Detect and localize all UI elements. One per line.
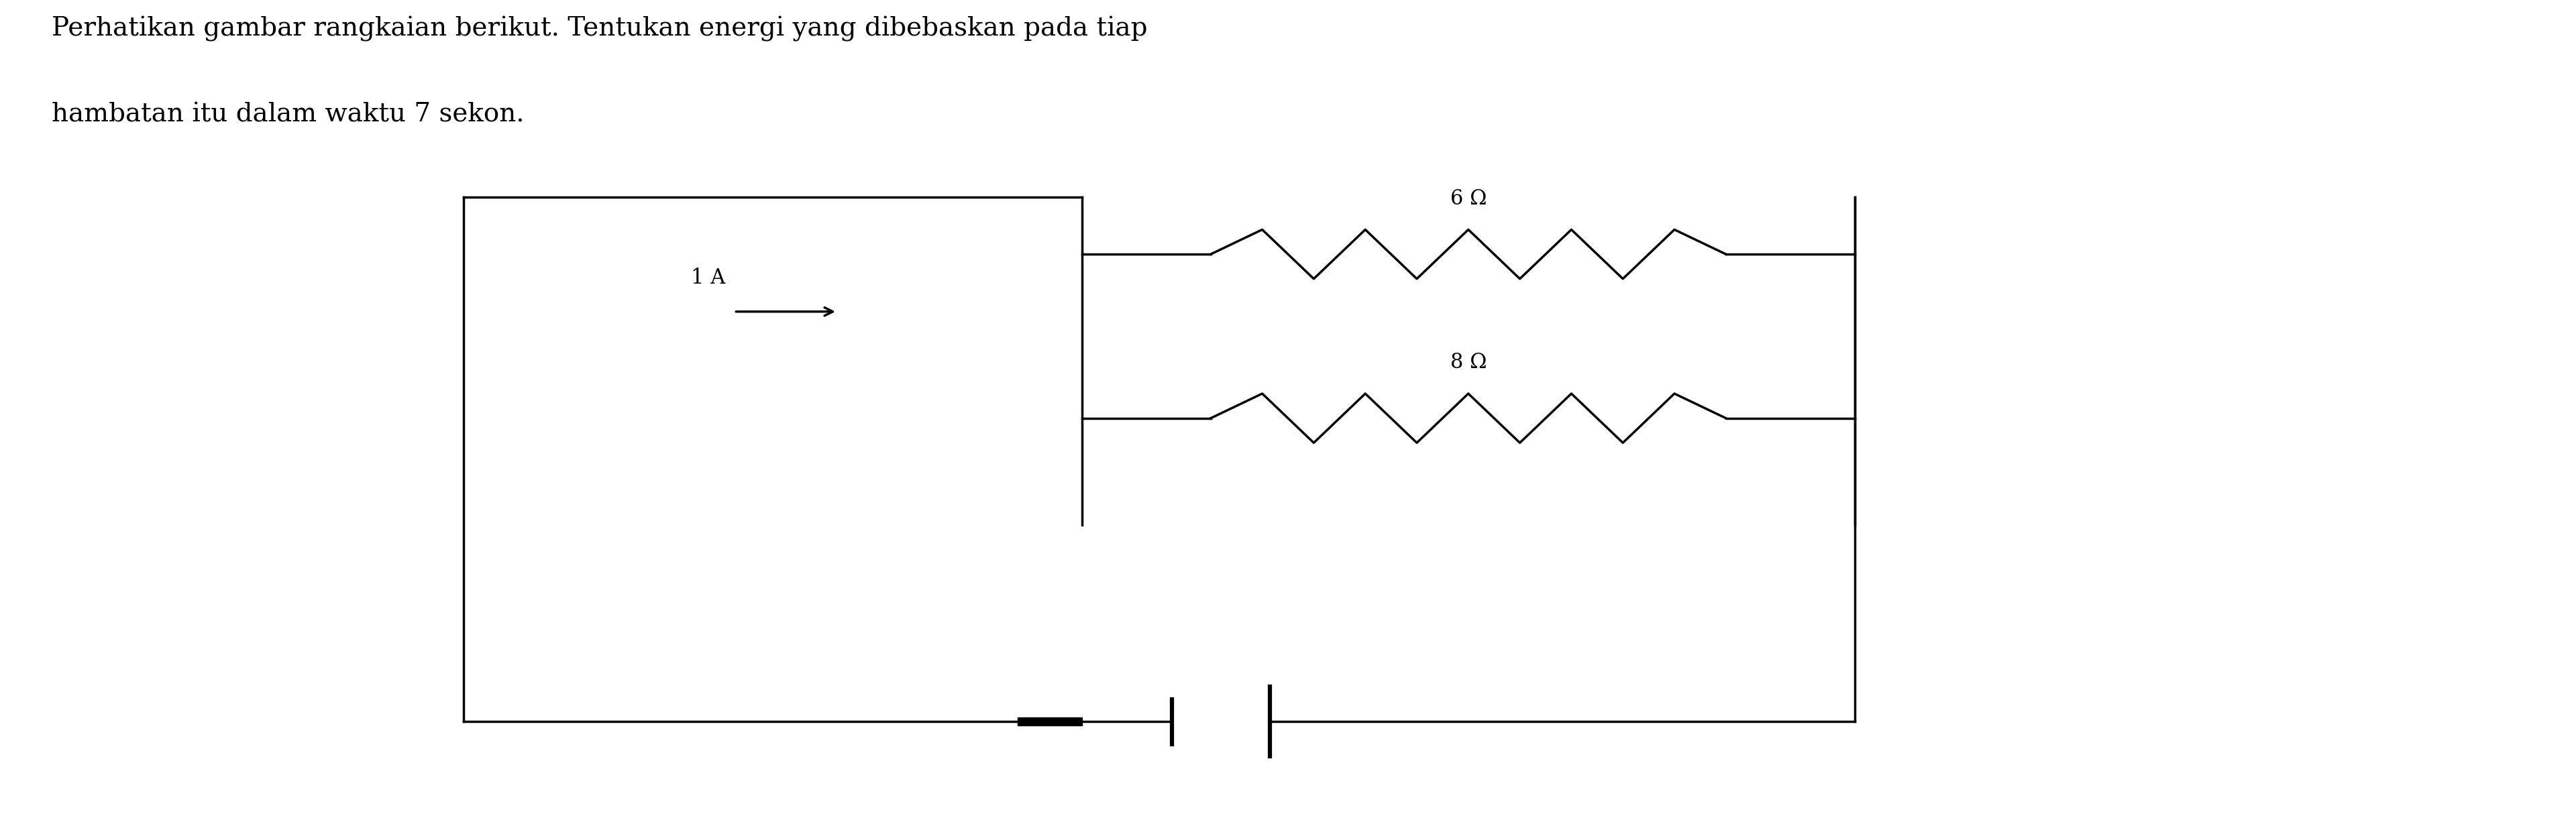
Text: hambatan itu dalam waktu 7 sekon.: hambatan itu dalam waktu 7 sekon. (52, 102, 523, 127)
Text: 6 Ω: 6 Ω (1450, 189, 1486, 209)
Text: 8 Ω: 8 Ω (1450, 353, 1486, 373)
Text: 1 A: 1 A (690, 268, 726, 289)
Text: Perhatikan gambar rangkaian berikut. Tentukan energi yang dibebaskan pada tiap: Perhatikan gambar rangkaian berikut. Ten… (52, 16, 1146, 42)
Polygon shape (1018, 718, 1082, 726)
